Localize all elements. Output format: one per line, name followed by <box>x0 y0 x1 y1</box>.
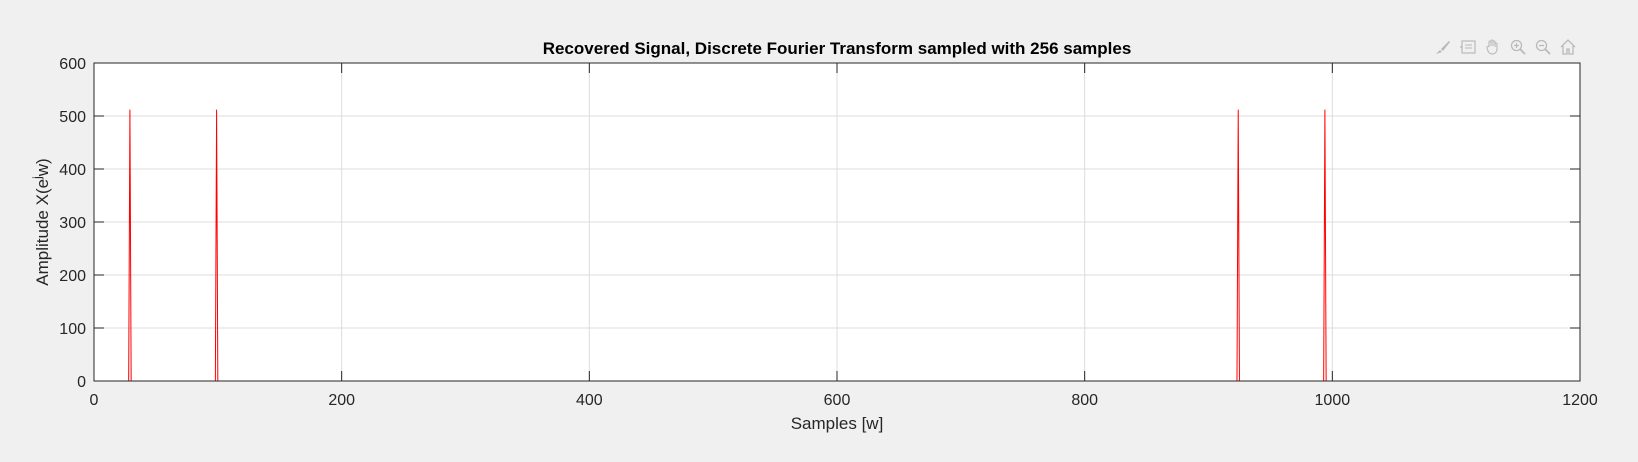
x-tick-labels: 0 200 400 600 800 1000 1200 <box>90 392 1598 409</box>
zoom-in-icon <box>1510 39 1526 55</box>
pan-icon <box>1485 38 1498 55</box>
y-tick-label: 300 <box>59 215 86 232</box>
home-icon <box>1560 38 1575 55</box>
axes-box <box>93 62 1581 382</box>
y-tick-label: 100 <box>59 321 86 338</box>
axes-toolbar <box>1432 36 1578 57</box>
x-tick-label: 200 <box>328 392 355 409</box>
x-axis-label: Samples [w] <box>791 414 884 433</box>
zoom-out-icon <box>1535 39 1551 55</box>
home-button[interactable] <box>1557 36 1578 57</box>
zoom-out-button[interactable] <box>1532 36 1553 57</box>
zoom-in-button[interactable] <box>1507 36 1528 57</box>
y-axis-label-prefix: Amplitude X(e <box>33 179 52 286</box>
y-tick-label: 600 <box>59 56 86 73</box>
y-tick-label: 500 <box>59 109 86 126</box>
pan-button[interactable] <box>1482 36 1503 57</box>
x-tick-label: 600 <box>824 392 851 409</box>
brush-icon <box>1435 40 1450 54</box>
y-axis-label-suffix: w) <box>33 158 52 177</box>
y-axis-label: Amplitude X(ejw) <box>30 158 52 285</box>
data-tip-button[interactable] <box>1457 36 1478 57</box>
y-axis-label-superscript: j <box>30 176 44 180</box>
x-tick-label: 1000 <box>1315 392 1351 409</box>
y-tick-labels: 0 100 200 300 400 500 600 <box>59 56 86 391</box>
x-tick-label: 400 <box>576 392 603 409</box>
chart-title: Recovered Signal, Discrete Fourier Trans… <box>543 39 1132 58</box>
x-tick-label: 0 <box>90 392 99 409</box>
data-tip-icon <box>1459 39 1476 54</box>
x-tick-label: 1200 <box>1562 392 1598 409</box>
y-tick-label: 400 <box>59 162 86 179</box>
brush-button[interactable] <box>1432 36 1453 57</box>
y-tick-label: 0 <box>77 374 86 391</box>
x-tick-label: 800 <box>1071 392 1098 409</box>
y-tick-label: 200 <box>59 268 86 285</box>
